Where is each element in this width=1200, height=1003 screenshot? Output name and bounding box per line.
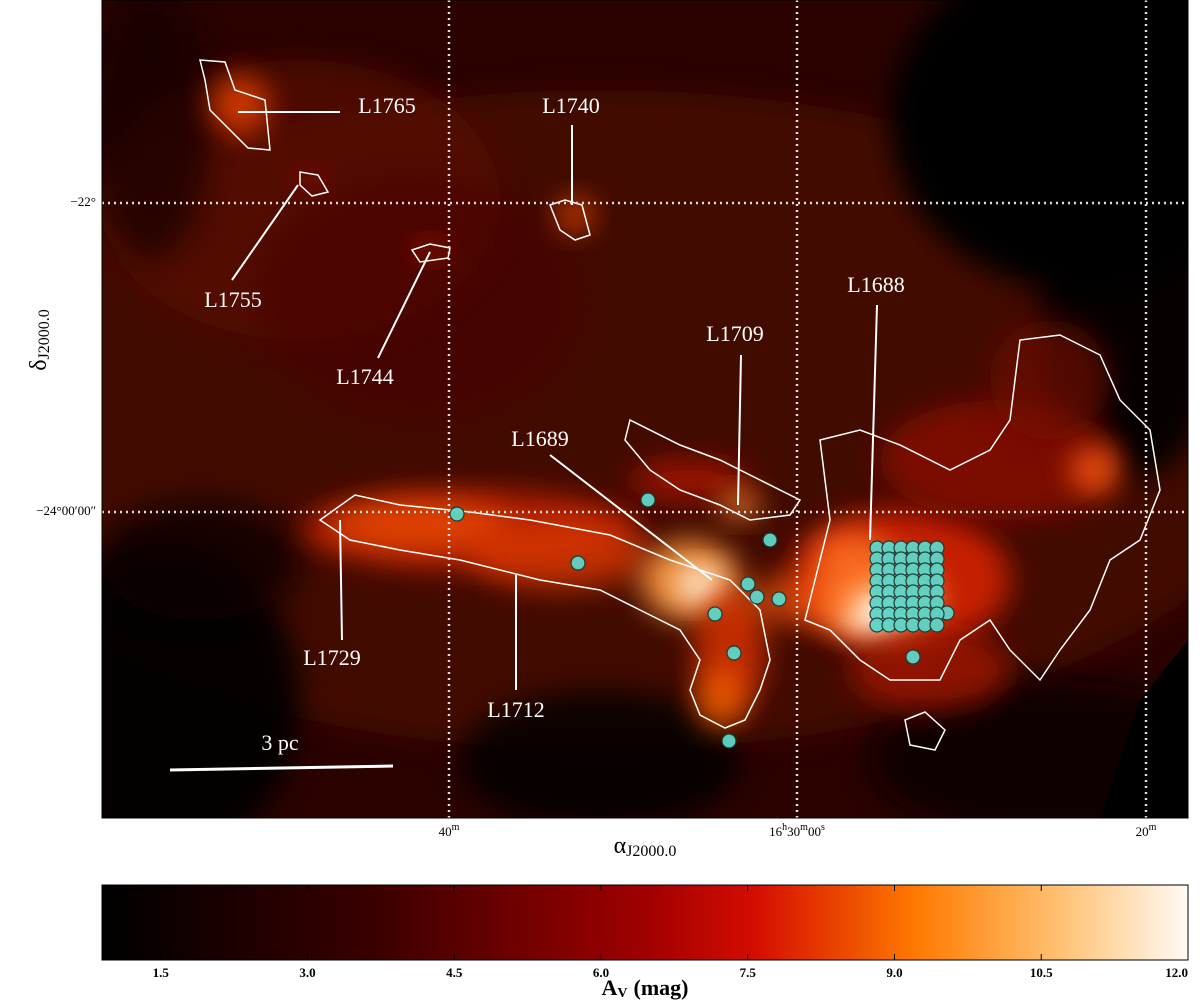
colorbar-tick-label: 3.0	[299, 965, 315, 980]
yso-marker	[721, 733, 737, 749]
contour	[904, 711, 946, 751]
emission-region	[630, 460, 750, 500]
emission-region	[460, 690, 740, 818]
colorbar-ticks: 1.5 3.0 4.5 6.0 7.5 9.0 10.5 12.0 AV (mag)	[153, 885, 1189, 1001]
emission-region	[810, 530, 890, 590]
x-tick-label: 16h30m00s	[769, 822, 825, 839]
empty-region	[960, 0, 1188, 90]
yso-marker	[707, 606, 723, 622]
yso-marker	[929, 617, 945, 633]
yso-marker	[570, 555, 586, 571]
cloud-label: L1689	[511, 426, 568, 451]
yso-marker	[726, 645, 742, 661]
y-tick-label: −24°00′00″	[36, 503, 96, 518]
x-tick-label: 40m	[439, 822, 460, 839]
symbol: α	[614, 833, 627, 859]
cloud-label: L1744	[336, 364, 393, 389]
scale-bar	[169, 764, 394, 772]
tick-part: 16	[769, 824, 783, 839]
contour	[199, 59, 271, 151]
colorbar-tick-label: 6.0	[593, 965, 609, 980]
tick-part: 30	[787, 824, 800, 839]
emission-region	[850, 630, 1010, 710]
colorbar-tick-label: 1.5	[153, 965, 170, 980]
unit: (mag)	[634, 975, 689, 1000]
leader-line	[339, 519, 343, 641]
emission-region	[330, 500, 510, 550]
yso-marker	[762, 532, 778, 548]
emission-region	[102, 500, 300, 620]
tick-part: m	[452, 822, 460, 833]
emission-region	[260, 180, 580, 420]
contour	[318, 494, 771, 729]
yso-marker	[771, 591, 787, 607]
x-tick-label: 20m	[1136, 822, 1157, 839]
emission-region	[740, 575, 860, 625]
map-frame	[101, 0, 1189, 819]
cloud-label: L1755	[204, 287, 261, 312]
tick-part: 20	[1136, 824, 1149, 839]
tick-part: m	[1149, 822, 1157, 833]
contour	[624, 418, 802, 521]
emission-region	[678, 567, 722, 603]
emission-region	[470, 520, 650, 590]
emission-region	[415, 240, 445, 260]
tick-part: s	[821, 822, 825, 833]
colorbar-label: AV (mag)	[602, 975, 689, 1001]
leader-line	[869, 304, 878, 541]
y-axis-label: δJ2000.0	[26, 309, 53, 371]
leader-line	[549, 454, 713, 581]
y-tick-label: −22°	[70, 194, 96, 209]
leader-line	[737, 354, 742, 506]
tick-part: m	[800, 822, 808, 833]
tick-part: h	[782, 822, 787, 833]
subscript: V	[617, 986, 627, 1001]
colorbar-tick-label: 9.0	[886, 965, 902, 980]
contour	[549, 199, 591, 241]
extinction-map	[102, 0, 1188, 818]
colorbar-tick-label: 12.0	[1165, 965, 1188, 980]
colorbar-tick-label: 7.5	[740, 965, 757, 980]
cloud-label: L1709	[706, 321, 763, 346]
leader-line	[377, 251, 431, 359]
colorbar-tick-label: 4.5	[446, 965, 463, 980]
contour	[299, 171, 330, 197]
subscript: J2000.0	[626, 843, 676, 860]
scale-label: 3 pc	[261, 730, 299, 755]
emission-region	[1070, 445, 1120, 495]
emission-region	[210, 75, 270, 135]
cloud-label: L1740	[542, 93, 599, 118]
cloud-label: L1729	[303, 645, 360, 670]
yso-marker	[740, 576, 756, 592]
cloud-label: L1688	[847, 272, 904, 297]
tick-part: 40	[439, 824, 452, 839]
symbol: δ	[26, 359, 52, 370]
cloud-label: L1712	[487, 697, 544, 722]
axes: 40m 16h30m00s 20m−22°−24°00′00″αJ2000.0δJ2…	[26, 194, 1157, 860]
yso-marker	[905, 649, 921, 665]
contour	[804, 334, 1161, 682]
symbol: A	[602, 975, 618, 1000]
colorbar-tick-label: 10.5	[1030, 965, 1053, 980]
empty-region	[1100, 640, 1188, 818]
yso-marker	[640, 492, 656, 508]
yso-marker	[449, 506, 465, 522]
tick-part: 00	[808, 824, 821, 839]
x-axis-label: αJ2000.0	[614, 833, 677, 860]
subscript: J2000.0	[36, 309, 53, 359]
yso-marker	[749, 589, 765, 605]
emission-region	[990, 320, 1110, 440]
cloud-labels: L1765 L1740 L1755 L1744 L1688 L1709 L1689 L1729…	[169, 93, 905, 772]
leader-line	[231, 184, 299, 281]
colorbar	[101, 884, 1189, 961]
emission-region	[557, 197, 593, 233]
emission-region	[695, 670, 745, 730]
emission-region	[870, 680, 1188, 818]
cloud-label: L1765	[358, 93, 415, 118]
emission-region	[102, 0, 210, 260]
